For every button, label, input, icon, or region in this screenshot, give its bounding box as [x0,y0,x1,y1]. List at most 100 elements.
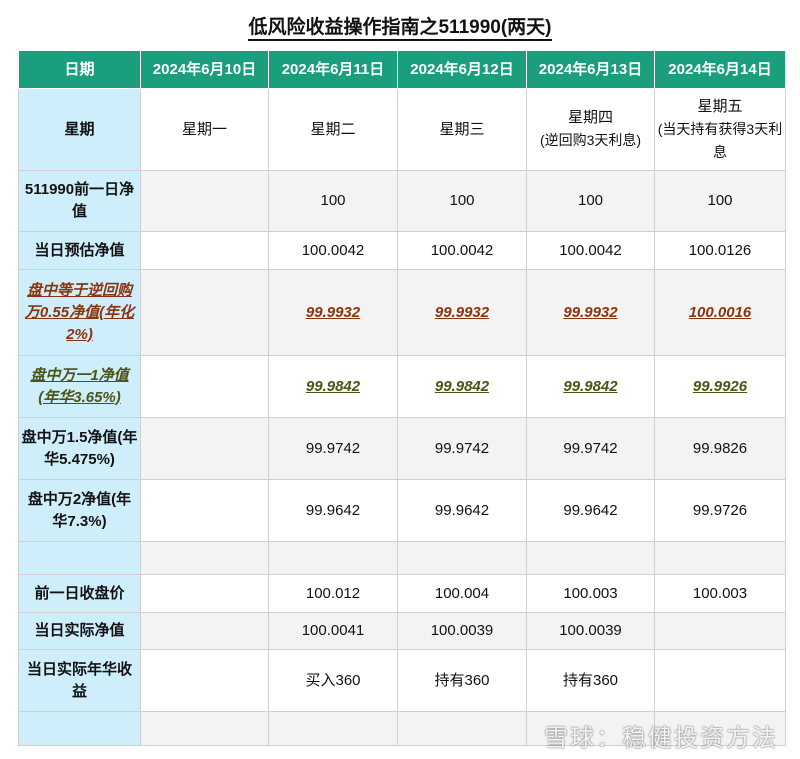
table-cell: 100.004 [397,574,527,613]
table-cell: 99.9742 [526,417,655,480]
table-cell: 100 [397,170,527,232]
cell-value: 100.004 [434,584,490,602]
table-cell [140,170,269,232]
cell-value: 99.9842 [563,377,618,395]
cell-note: (当天持有获得3天利息 [657,120,783,160]
cell-value: 99.9742 [563,439,618,457]
cell-value: 持有360 [434,671,490,689]
cell-value: 100.003 [563,584,618,602]
table-cell: 99.9842 [268,355,398,418]
cell-value: 100.003 [692,584,748,602]
row-label: 当日实际年华收益 [18,649,141,712]
table-row [18,541,786,575]
cell-value: 99.9642 [305,501,361,519]
header-cell: 2024年6月12日 [397,50,527,89]
table-cell: 99.9726 [654,479,786,542]
cell-value: 100.0041 [301,622,365,639]
table-cell: 100.0126 [654,231,786,270]
row-label: 511990前一日净值 [18,170,141,232]
cell-value: 100.0016 [688,303,752,321]
cell-value: 100 [577,192,604,209]
table-cell: 100 [268,170,398,232]
table-cell [526,541,655,575]
cell-value: 买入360 [305,671,361,689]
cell-value: 100.012 [305,584,361,602]
row-label-text: 当日预估净值 [34,241,125,259]
cell-value: 100 [449,192,475,209]
table-cell [140,479,269,542]
table-cell: 星期二 [268,88,398,171]
row-label: 盘中万一1净值(年华3.65%) [18,355,141,418]
table-cell: 持有360 [397,649,527,712]
cell-value: 99.9642 [434,501,490,519]
header-cell: 2024年6月11日 [268,50,398,89]
row-label: 当日实际净值 [18,612,141,650]
table-cell: 星期一 [140,88,269,171]
watermark: 雪球：稳健投资方法 [544,725,778,752]
table-row: 511990前一日净值 100 100 100 100 [18,170,786,232]
cell-value: 99.9742 [434,439,490,457]
row-label-text: 前一日收盘价 [34,584,125,602]
header-row: 日期 2024年6月10日 2024年6月11日 2024年6月12日 2024… [18,50,786,89]
header-cell: 2024年6月13日 [526,50,655,89]
table-cell: 99.9932 [397,269,527,356]
table-cell: 99.9926 [654,355,786,418]
table-cell: 持有360 [526,649,655,712]
table-cell: 99.9842 [397,355,527,418]
row-label-text: 511990前一日净值 [24,181,135,220]
cell-value: 星期四 [567,109,613,126]
table-cell: 99.9932 [526,269,655,356]
table-cell: 星期五 (当天持有获得3天利息 [654,88,786,171]
cell-value: 99.9842 [434,377,490,395]
row-label: 盘中万2净值(年华7.3%) [18,479,141,542]
cell-value: 99.9926 [692,377,748,395]
cell-value: 99.9932 [305,303,361,321]
page-title: 低风险收益操作指南之511990(两天) [0,12,800,41]
header-cell: 2024年6月14日 [654,50,786,89]
row-label [18,541,141,575]
table-row: 盘中等于逆回购万0.55净值(年化2%) 99.9932 99.9932 99.993… [18,269,786,356]
table-cell [140,231,269,270]
row-label: 前一日收盘价 [18,574,141,613]
table-cell: 100.0039 [526,612,655,650]
cell-value: 100.0042 [430,241,494,259]
table-row: 当日实际净值 100.0041 100.0039 100.0039 [18,612,786,650]
table-cell: 100.0016 [654,269,786,356]
table-cell [140,574,269,613]
cell-value: 99.9932 [563,303,618,321]
table-row: 盘中万2净值(年华7.3%) 99.9642 99.9642 99.9642 99.97… [18,479,786,542]
cell-value: 99.9932 [434,303,490,321]
table-cell: 100.003 [526,574,655,613]
row-label-text: 盘中万一1净值(年华3.65%) [30,366,129,406]
row-label-text: 当日实际净值 [34,622,125,639]
table-cell: 99.9642 [268,479,398,542]
table-cell [140,417,269,480]
table-row [18,711,786,746]
table-cell [654,711,786,746]
table-cell: 100 [654,170,786,232]
table-cell [654,541,786,575]
row-label [18,711,141,746]
table-row: 盘中万一1净值(年华3.65%) 99.9842 99.9842 99.9842 99.… [18,355,786,418]
table-cell: 100.003 [654,574,786,613]
table-cell [140,541,269,575]
row-label-text: 盘中万1.5净值(年华5.475%) [21,428,138,468]
cell-value: 星期三 [439,120,485,138]
table-cell [268,711,398,746]
table-cell [397,711,527,746]
table-row: 当日实际年华收益 买入360 持有360 持有360 [18,649,786,712]
table-row: 星期 星期一 星期二 星期三 星期四 (逆回购3天利息) 星期五 (当天持有获得3天利息 [18,88,786,171]
cell-value: 星期一 [181,120,227,138]
cell-value: 100.0126 [688,241,752,259]
table-cell: 99.9826 [654,417,786,480]
row-label-text: 星期 [64,120,95,138]
table-cell: 99.9932 [268,269,398,356]
table-cell: 99.9642 [397,479,527,542]
row-label: 盘中万1.5净值(年华5.475%) [18,417,141,480]
cell-value: 99.9826 [692,439,748,457]
table-cell: 100.0039 [397,612,527,650]
table-cell: 99.9842 [526,355,655,418]
cell-value: 99.9642 [563,501,618,519]
table-cell [140,355,269,418]
cell-value: 100.0039 [559,622,622,639]
